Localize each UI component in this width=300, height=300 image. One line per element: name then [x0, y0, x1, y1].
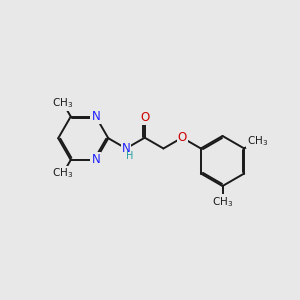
Text: O: O — [178, 131, 187, 144]
Text: N: N — [122, 142, 130, 155]
Text: CH$_3$: CH$_3$ — [247, 134, 268, 148]
Text: CH$_3$: CH$_3$ — [212, 195, 233, 208]
Text: N: N — [92, 110, 100, 123]
Text: O: O — [140, 111, 149, 124]
Text: N: N — [92, 153, 100, 167]
Text: CH$_3$: CH$_3$ — [52, 167, 74, 180]
Text: CH$_3$: CH$_3$ — [52, 96, 74, 110]
Text: H: H — [126, 151, 133, 161]
